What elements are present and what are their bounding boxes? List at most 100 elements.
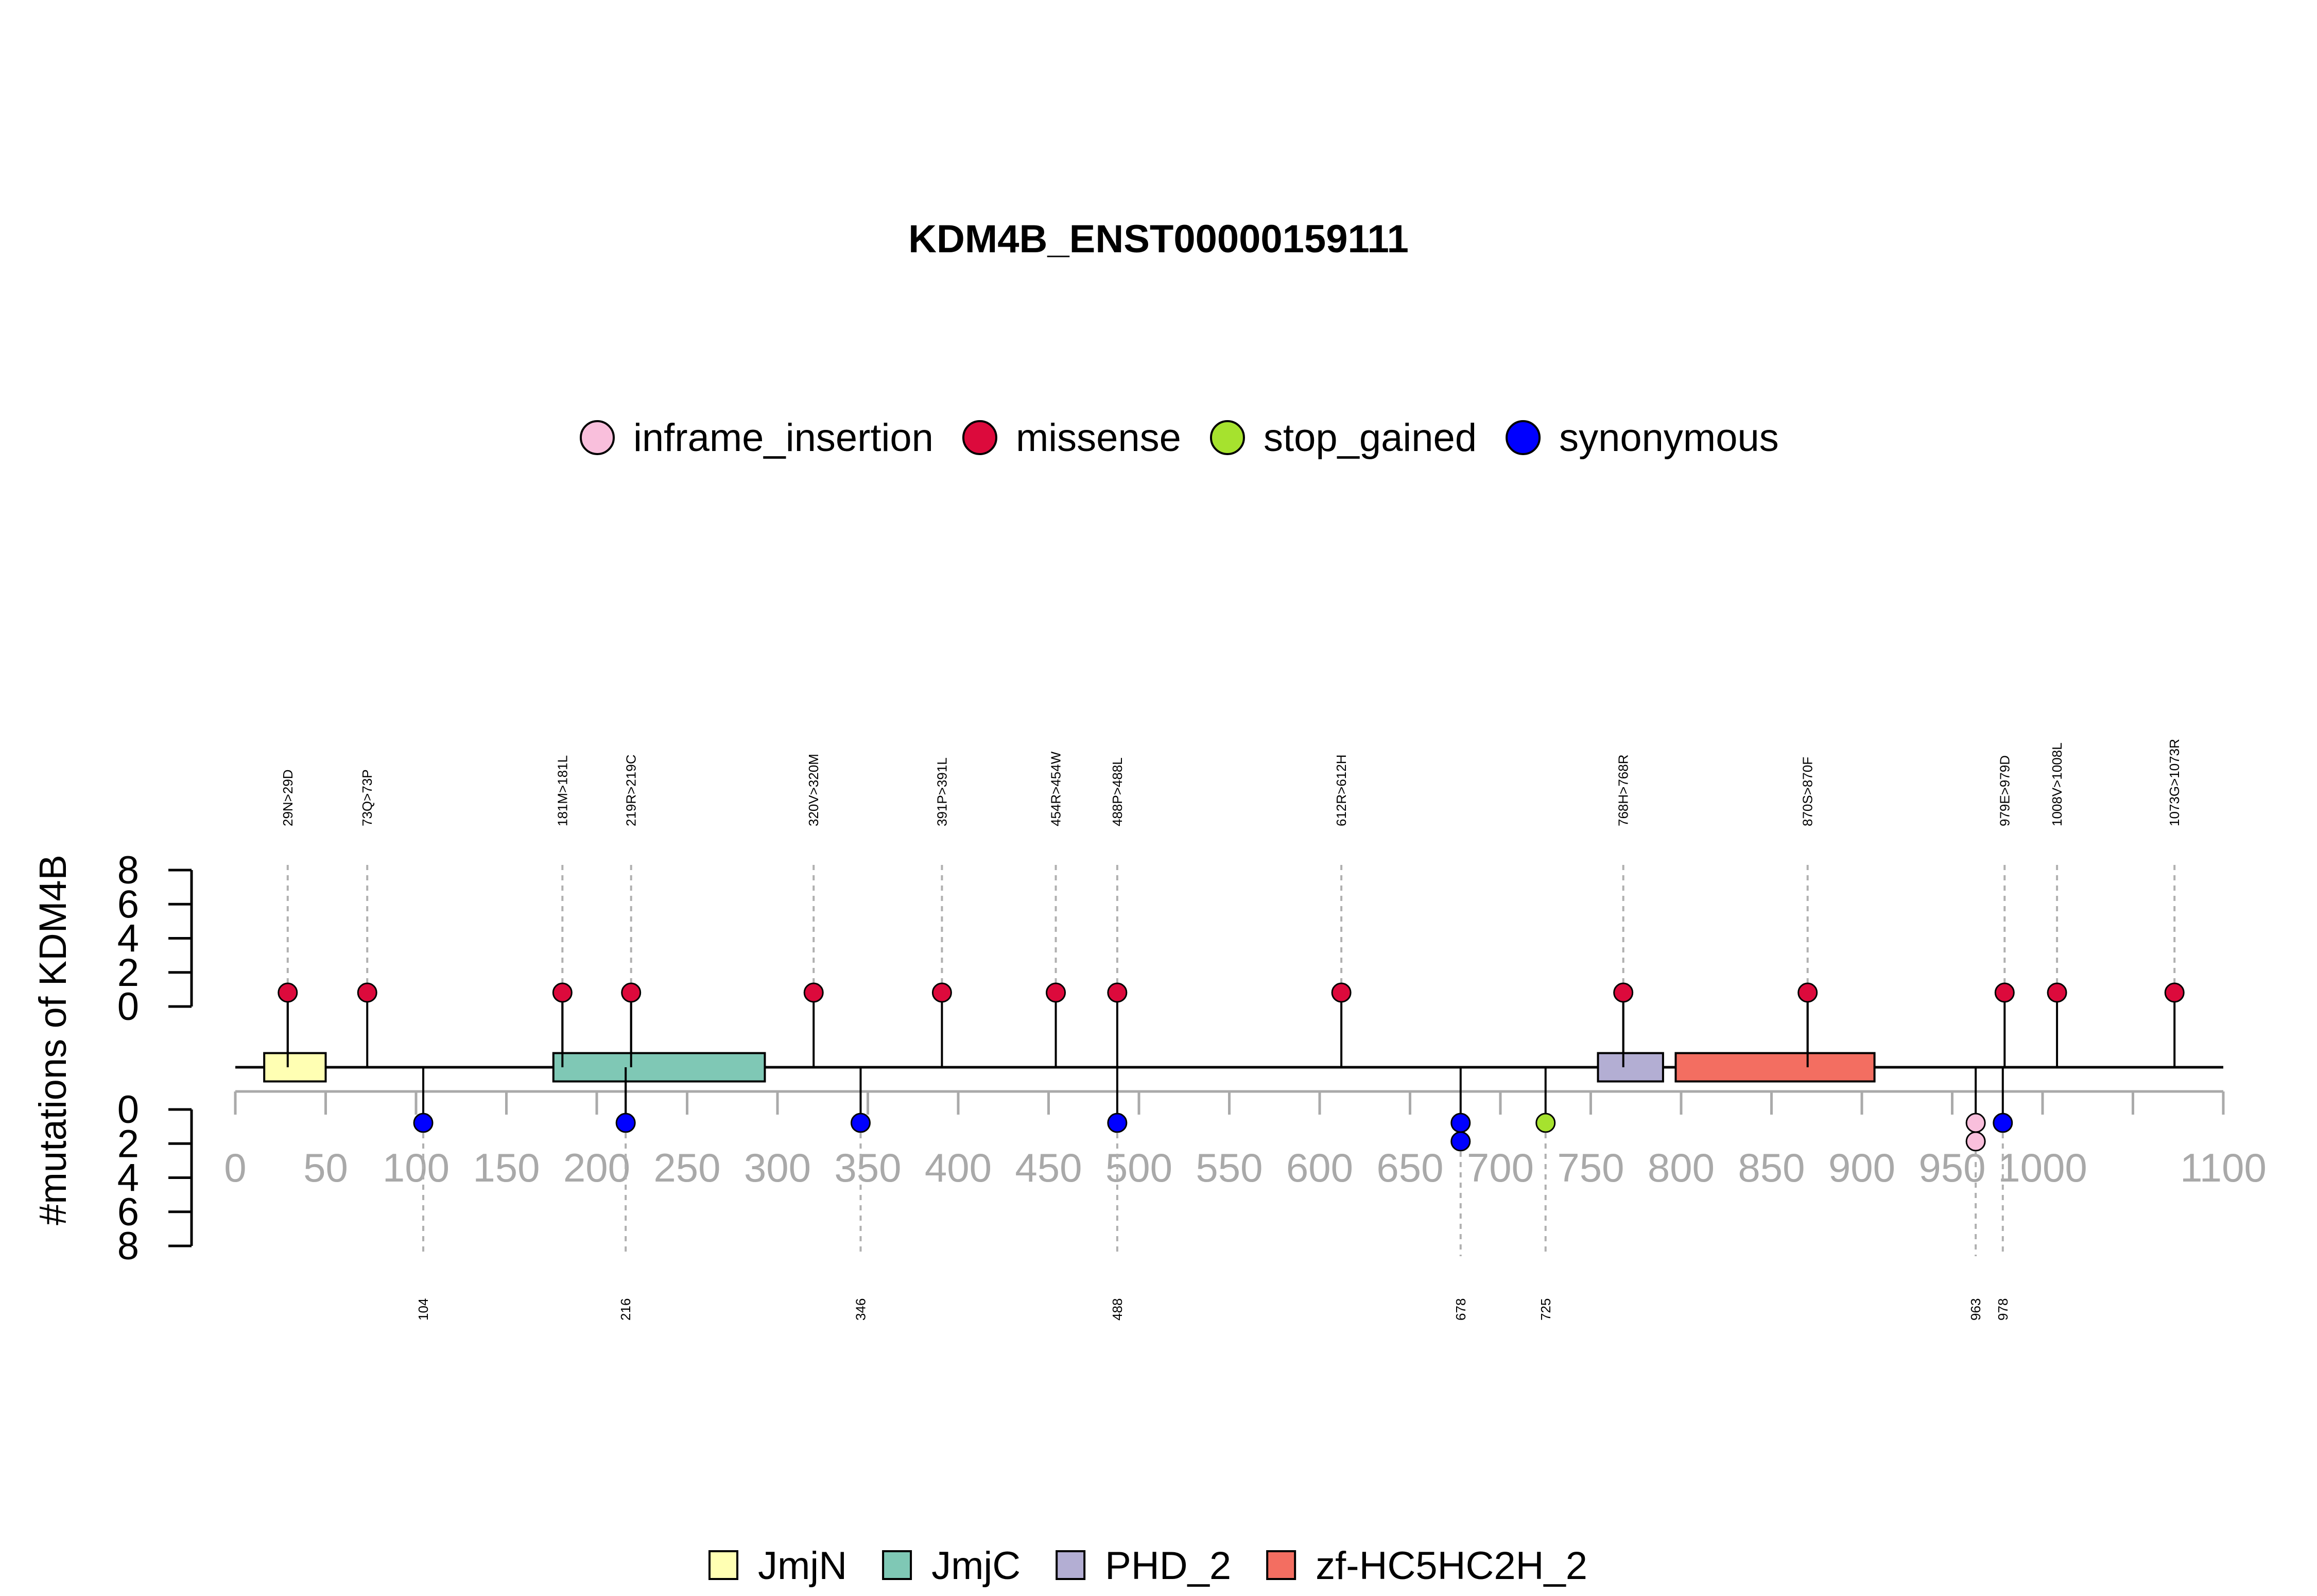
x-axis-tick-label: 950 <box>1918 1145 1985 1190</box>
mutation-point-missense <box>931 982 952 1003</box>
legend-label-inframe_insertion: inframe_insertion <box>633 416 933 460</box>
mutation-label: 488P>488L <box>1110 757 1125 826</box>
y-axis-upper-tick-label: 6 <box>117 882 139 926</box>
x-axis-tick-label: 650 <box>1376 1145 1443 1190</box>
mutation-point-missense <box>357 982 377 1003</box>
x-axis-tick-label: 750 <box>1557 1145 1624 1190</box>
mutation-position-label: 488 <box>1110 1298 1125 1321</box>
x-axis-tick-label: 550 <box>1196 1145 1263 1190</box>
mutation-point-inframe_insertion <box>1965 1113 1986 1133</box>
mutation-position-label: 216 <box>618 1298 633 1321</box>
guide-lines <box>286 865 2176 1256</box>
legend-label-JmjC: JmjC <box>931 1544 1021 1588</box>
chart-title: KDM4B_ENST00000159111 <box>908 217 1409 261</box>
mutation-point-missense <box>2047 982 2067 1003</box>
y-axis-lower-tick-label: 6 <box>117 1190 139 1234</box>
x-axis-tick-label: 700 <box>1467 1145 1534 1190</box>
y-axis-upper-tick-label: 0 <box>117 985 139 1029</box>
mutation-label: 219R>219C <box>624 755 639 827</box>
x-axis-tick-label: 500 <box>1105 1145 1172 1190</box>
mutation-label: 181M>181L <box>555 755 570 826</box>
y-axis-lower-tick-label: 4 <box>117 1156 139 1200</box>
mutation-point-synonymous <box>615 1113 636 1133</box>
x-axis-tick-label: 400 <box>925 1145 992 1190</box>
domain-legend: JmjN JmjC PHD_2 zf-HC5HC2H_2 <box>708 1544 1587 1588</box>
legend-swatch-JmjN <box>708 1550 738 1580</box>
mutation-position-label: 104 <box>416 1298 431 1321</box>
y-axis-lower-tick-label: 8 <box>117 1224 139 1268</box>
x-axis-tick-label: 1100 <box>2180 1145 2267 1190</box>
x-axis-tick-label: 300 <box>744 1145 811 1190</box>
mutation-label: 979E>979D <box>1997 755 2012 826</box>
mutation-point-missense <box>278 982 298 1003</box>
x-axis-tick-label: 100 <box>383 1145 449 1190</box>
mutation-point-missense <box>1107 982 1128 1003</box>
legend-marker-missense <box>962 420 997 455</box>
mutation-point-synonymous <box>1450 1113 1471 1133</box>
x-axis-tick-label: 200 <box>563 1145 630 1190</box>
mutation-label: 391P>391L <box>934 757 949 826</box>
mutation-point-missense <box>2164 982 2185 1003</box>
mutation-point-synonymous <box>850 1113 871 1133</box>
y-axis-lower-tick-label: 0 <box>117 1088 139 1132</box>
mutation-position-label: 963 <box>1968 1298 1983 1321</box>
legend-label-PHD_2: PHD_2 <box>1105 1544 1231 1588</box>
mutation-label: 870S>870F <box>1800 757 1815 826</box>
mutation-position-label: 725 <box>1538 1298 1553 1321</box>
x-axis-tick-label: 900 <box>1828 1145 1895 1190</box>
y-axis-upper-tick-label: 2 <box>117 951 139 995</box>
legend-label-zf-HC5HC2H_2: zf-HC5HC2H_2 <box>1316 1544 1587 1588</box>
mutation-point-missense <box>1994 982 2015 1003</box>
mutation-position-label: 678 <box>1453 1298 1468 1321</box>
mutation-point-missense <box>1613 982 1634 1003</box>
legend-marker-inframe_insertion <box>580 420 615 455</box>
mutation-label: 768H>768R <box>1616 755 1631 827</box>
mutation-label: 73Q>73P <box>359 769 375 826</box>
x-axis-tick-label: 800 <box>1648 1145 1715 1190</box>
legend-label-missense: missense <box>1016 416 1181 460</box>
legend-swatch-PHD_2 <box>1056 1550 1086 1580</box>
mutation-point-stop_gained <box>1535 1113 1556 1133</box>
x-axis-tick-label: 250 <box>653 1145 720 1190</box>
x-axis-tick-label: 350 <box>834 1145 901 1190</box>
x-axis-tick-label: 50 <box>303 1145 348 1190</box>
domain-zf-HC5HC2H_2 <box>1674 1052 1876 1083</box>
mutation-point-missense <box>621 982 642 1003</box>
legend-swatch-zf-HC5HC2H_2 <box>1266 1550 1296 1580</box>
x-axis-tick-label: 850 <box>1738 1145 1805 1190</box>
mutation-type-legend: inframe_insertion missense stop_gained syno… <box>580 416 1779 460</box>
mutation-label: 29N>29D <box>280 769 296 826</box>
legend-swatch-JmjC <box>882 1550 912 1580</box>
mutation-point-missense <box>1797 982 1818 1003</box>
y-axis-label: #mutations of KDM4B <box>31 855 74 1225</box>
x-axis-tick-label: 600 <box>1286 1145 1353 1190</box>
mutation-labels: 29N>29D 73Q>73P 181M>181L 219R>219C 320V>320… <box>280 739 2182 1321</box>
mutation-point-synonymous <box>413 1113 434 1133</box>
y-axis-upper-tick-label: 8 <box>117 848 139 892</box>
legend-label-synonymous: synonymous <box>1559 416 1779 460</box>
mutation-point-synonymous <box>1107 1113 1128 1133</box>
legend-label-stop_gained: stop_gained <box>1264 416 1477 460</box>
legend-marker-synonymous <box>1506 420 1541 455</box>
x-axis-tick-label: 150 <box>473 1145 540 1190</box>
legend-marker-stop_gained <box>1209 420 1245 455</box>
legend-label-JmjN: JmjN <box>758 1544 847 1588</box>
mutation-point-missense <box>1046 982 1066 1003</box>
mutation-points <box>278 982 2185 1152</box>
mutation-position-label: 346 <box>853 1298 868 1321</box>
mutation-point-synonymous <box>1450 1131 1471 1152</box>
mutation-position-label: 978 <box>1995 1298 2011 1321</box>
mutation-label: 1073G>1073R <box>2167 739 2182 826</box>
protein-domains <box>263 1002 1876 1114</box>
x-axis-tick-label: 1000 <box>1998 1145 2087 1190</box>
mutation-point-missense <box>1331 982 1352 1003</box>
mutation-label: 454R>454W <box>1048 751 1064 826</box>
x-axis-tick-label: 450 <box>1015 1145 1082 1190</box>
y-axis-lower-tick-label: 2 <box>117 1122 139 1166</box>
mutation-label: 612R>612H <box>1334 755 1349 827</box>
domain-JmjC <box>552 1052 766 1083</box>
x-axis: 0 50 100 150 200 250 300 350 400 450 500 550 600 650 7… <box>224 1090 2267 1190</box>
mutation-point-inframe_insertion <box>1965 1131 1986 1152</box>
